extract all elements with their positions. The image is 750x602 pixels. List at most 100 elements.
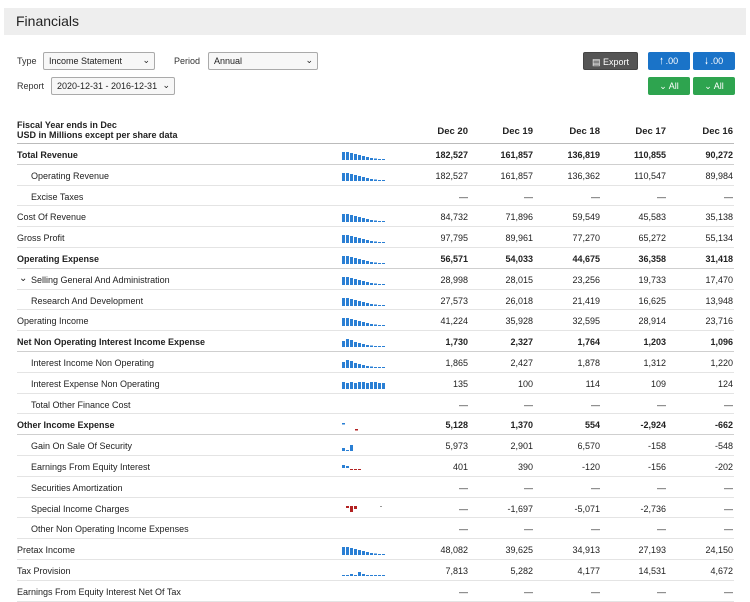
table-row: Securities Amortization — — — — — — [17, 477, 734, 498]
arrow-up-icon: 🠑 — [659, 56, 664, 66]
collapse-all-label: All — [668, 81, 679, 91]
table-row: Earnings From Equity Interest Net Of Tax… — [17, 581, 734, 602]
row-value: — — [459, 586, 468, 597]
row-label: Excise Taxes — [31, 191, 84, 202]
row-value: — — [459, 399, 468, 410]
row-value: 28,015 — [505, 274, 533, 285]
table-row: Tax Provision 7,813 5,282 4,177 14,531 4,672 — [17, 560, 734, 581]
table-row: Excise Taxes — — — — — — [17, 186, 734, 207]
chevron-down-icon: ⌄ — [659, 81, 667, 91]
row-label: Other Income Expense — [17, 420, 115, 431]
row-label: Total Revenue — [17, 150, 78, 160]
period-select[interactable]: Annual ⌄ — [208, 52, 318, 70]
row-value: 28,998 — [440, 274, 468, 285]
row-value: — — [657, 482, 666, 493]
table-row[interactable]: ⌄ Selling General And Administration 28,99… — [17, 269, 734, 290]
table-row: Interest Expense Non Operating 135 100 114 1… — [17, 373, 734, 394]
row-value: — — [524, 524, 533, 535]
increase-decimals-button[interactable]: 🠑 .00 — [648, 52, 690, 70]
row-value: — — [724, 503, 733, 514]
sparkline-icon — [342, 152, 385, 160]
sparkline-icon — [342, 172, 385, 181]
table-row: Total Other Finance Cost — — — — — — [17, 394, 734, 415]
row-value: -1,697 — [507, 503, 533, 514]
row-value: 23,716 — [705, 316, 733, 327]
sparkline-icon — [342, 276, 385, 285]
row-label: Gain On Sale Of Security — [31, 441, 133, 452]
row-value: 124 — [717, 378, 733, 389]
row-label: Interest Income Non Operating — [31, 358, 155, 368]
row-label: Operating Expense — [17, 254, 100, 264]
row-value: 89,961 — [505, 233, 533, 244]
row-value: 1,220 — [710, 358, 733, 368]
sparkline-icon — [342, 256, 385, 264]
table-row: Gain On Sale Of Security 5,973 2,901 6,570 -… — [17, 435, 734, 456]
table-row: Operating Revenue 182,527 161,857 136,362 11… — [17, 165, 734, 186]
period-label: Period — [174, 56, 201, 66]
sparkline-icon — [342, 214, 385, 223]
year-header: Dec 18 — [569, 126, 600, 137]
sparkline-icon — [342, 445, 353, 452]
row-value: 1,764 — [577, 337, 600, 348]
table-row: Special Income Charges — -1,697 -5,071 -2,73… — [17, 498, 734, 519]
row-value: 84,732 — [440, 212, 468, 223]
table-row: Interest Income Non Operating 1,865 2,427 1… — [17, 352, 734, 373]
year-header: Dec 16 — [702, 126, 733, 137]
table-row: Earnings From Equity Interest 401 390 -120 -… — [17, 456, 734, 477]
year-header: Dec 19 — [502, 126, 533, 137]
row-value: 27,573 — [440, 295, 468, 306]
row-value: 35,928 — [505, 316, 533, 327]
row-value: 135 — [452, 378, 468, 389]
row-value: 7,813 — [445, 566, 468, 576]
increase-decimals-label: .00 — [665, 56, 679, 66]
row-label: Cost Of Revenue — [17, 212, 87, 223]
page-title: Financials — [16, 13, 80, 29]
export-button[interactable]: ▤ Export — [583, 52, 638, 70]
table-row: Operating Income 41,224 35,928 32,595 28,914… — [17, 310, 734, 332]
row-value: 5,973 — [445, 441, 468, 452]
row-label: Total Other Finance Cost — [31, 399, 131, 410]
row-value: 4,177 — [577, 566, 600, 576]
row-value: -662 — [714, 420, 733, 431]
row-value: 24,150 — [705, 545, 733, 556]
chevron-down-icon[interactable]: ⌄ — [19, 272, 28, 284]
table-row: Pretax Income 48,082 39,625 34,913 27,193 24,… — [17, 539, 734, 560]
row-value: 5,128 — [445, 420, 468, 431]
table-row: Total Revenue 182,527 161,857 136,819 110,85… — [17, 144, 734, 165]
row-value: -156 — [647, 462, 666, 472]
row-label: Operating Income — [17, 316, 89, 327]
fiscal-year-note: Fiscal Year ends in Dec — [17, 120, 117, 130]
row-value: — — [591, 586, 600, 597]
row-value: -2,924 — [640, 420, 666, 431]
sparkline-icon — [342, 339, 385, 348]
report-select[interactable]: 2020-12-31 - 2016-12-31 ⌄ — [51, 77, 175, 95]
type-select[interactable]: Income Statement ⌄ — [43, 52, 155, 70]
row-value: — — [524, 191, 533, 202]
collapse-all-button[interactable]: ⌄ All — [648, 77, 690, 95]
year-header: Dec 20 — [437, 126, 468, 137]
report-select-value: 2020-12-31 - 2016-12-31 — [57, 81, 158, 91]
row-value: — — [724, 524, 733, 535]
row-value: — — [591, 191, 600, 202]
row-label: Earnings From Equity Interest — [31, 462, 151, 472]
sparkline-icon — [342, 381, 385, 389]
year-header: Dec 17 — [635, 126, 666, 137]
row-value: 45,583 — [638, 212, 666, 223]
sparkline-icon — [342, 423, 358, 431]
sparkline-icon — [342, 572, 385, 576]
row-value: 1,203 — [643, 337, 666, 348]
expand-all-button[interactable]: ⌄ All — [693, 77, 735, 95]
row-value: — — [459, 524, 468, 535]
row-value: 13,948 — [705, 295, 733, 306]
decrease-decimals-button[interactable]: 🠓 .00 — [693, 52, 735, 70]
report-label: Report — [17, 81, 45, 91]
row-value: 31,418 — [705, 254, 733, 264]
row-label: Gross Profit — [17, 233, 65, 244]
row-value: -5,071 — [574, 503, 600, 514]
row-value: — — [657, 586, 666, 597]
row-value: — — [724, 482, 733, 493]
table-row: Operating Expense 56,571 54,033 44,675 36,35… — [17, 248, 734, 269]
row-value: 1,096 — [710, 337, 733, 348]
row-value: 4,672 — [710, 566, 733, 576]
row-value: 28,914 — [638, 316, 666, 327]
